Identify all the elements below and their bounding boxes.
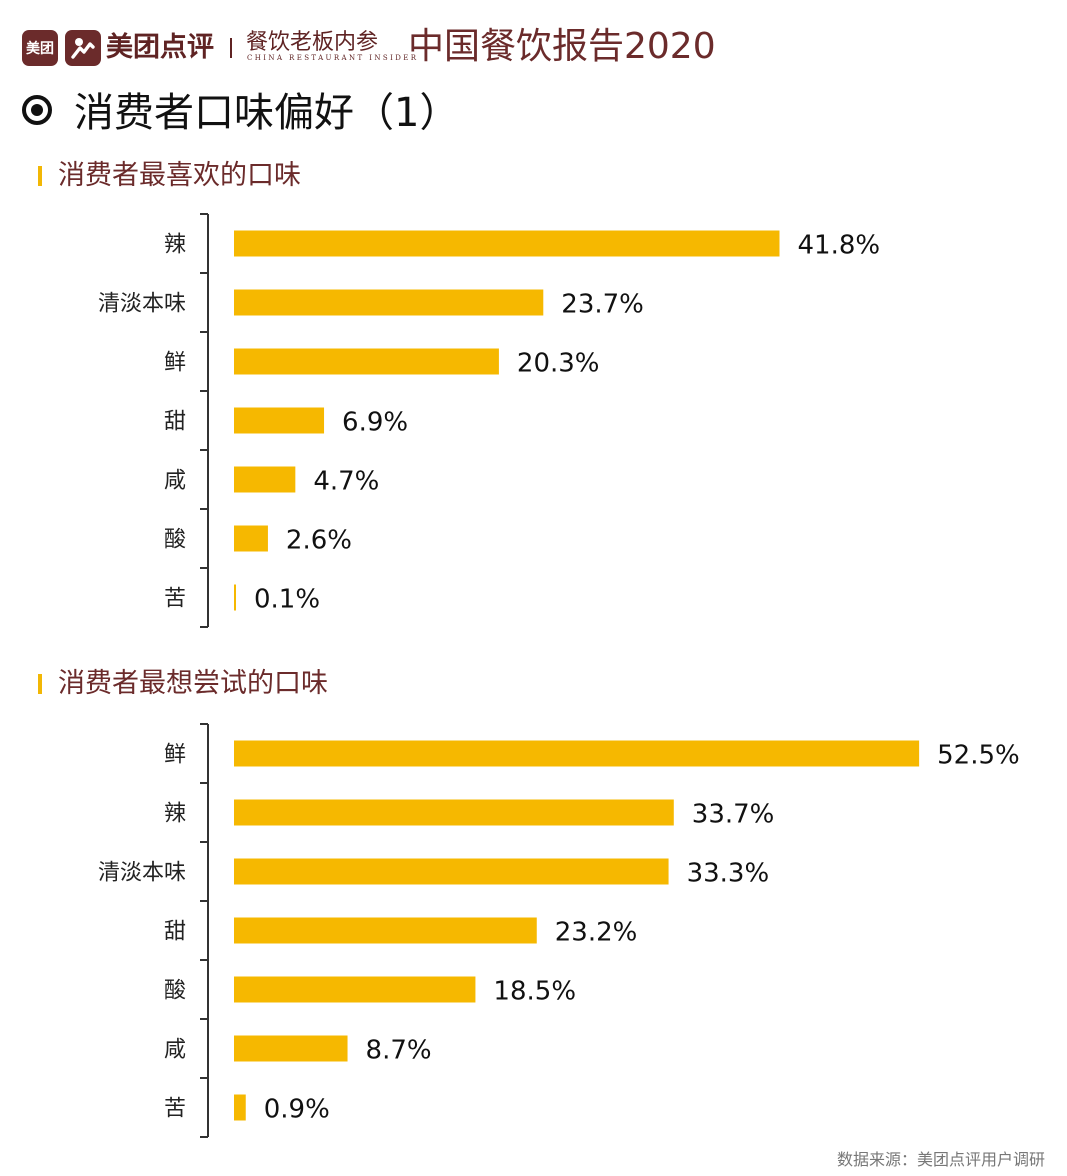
value-label: 0.9% — [264, 1095, 330, 1125]
value-label: 2.6% — [286, 526, 352, 556]
category-label: 鲜 — [164, 351, 186, 376]
category-label: 清淡本味 — [98, 861, 186, 886]
value-label: 52.5% — [937, 741, 1020, 771]
page-title-row: 消费者口味偏好（1） — [22, 90, 722, 140]
bar — [234, 230, 780, 257]
bar — [234, 407, 325, 434]
chart-try-svg: 鲜 52.5% 辣 33.7% 清淡本味 33.3% 甜 23.2% 酸 18.5% 咸 8.7% 苦 0… — [98, 723, 1020, 1138]
chart-axis-group — [200, 213, 209, 628]
value-label: 4.7% — [313, 467, 379, 497]
bar — [234, 348, 499, 375]
meituan-logo: 美团 — [22, 30, 58, 66]
category-label: 辣 — [164, 233, 186, 258]
bar — [234, 289, 544, 316]
bar — [234, 1035, 348, 1062]
section-marker — [38, 166, 42, 186]
section-title-row-favorite: 消费者最喜欢的口味 — [38, 158, 638, 194]
chart-favorite-svg: 辣 41.8% 清淡本味 23.7% 鲜 20.3% 甜 6.9% 咸 4.7% 酸 2.6% 苦 0.1… — [98, 213, 880, 628]
category-label: 鲜 — [164, 743, 186, 768]
dianping-logo-icon — [65, 30, 101, 66]
bar — [234, 584, 236, 611]
bar — [234, 740, 920, 767]
partner-subtitle: CHINA RESTAURANT INSIDER — [247, 54, 419, 62]
category-label: 咸 — [164, 1038, 186, 1063]
page-title: 消费者口味偏好（1） — [74, 90, 460, 136]
brand-divider — [230, 38, 232, 58]
bar — [234, 1094, 246, 1121]
section-title-try: 消费者最想尝试的口味 — [58, 668, 328, 699]
report-title: 中国餐饮报告2020 — [408, 26, 716, 67]
section-title-favorite: 消费者最喜欢的口味 — [58, 160, 301, 191]
section-marker — [38, 674, 42, 694]
category-label: 辣 — [164, 802, 186, 827]
meituan-logo-text: 美团 — [26, 41, 54, 57]
category-label: 苦 — [164, 587, 186, 612]
value-label: 0.1% — [254, 585, 320, 615]
category-label: 酸 — [164, 979, 186, 1004]
section-title-row-try: 消费者最想尝试的口味 — [38, 666, 638, 702]
category-label: 酸 — [164, 528, 186, 553]
chart-try-flavors: 鲜 52.5% 辣 33.7% 清淡本味 33.3% 甜 23.2% 酸 18.5% 咸 8.7% 苦 0… — [0, 723, 1067, 1138]
category-label: 甜 — [164, 920, 186, 945]
category-label: 苦 — [164, 1097, 186, 1122]
value-label: 41.8% — [797, 231, 880, 261]
radio-bullet-icon — [22, 95, 52, 125]
value-label: 6.9% — [342, 408, 408, 438]
value-label: 33.7% — [692, 800, 775, 830]
value-label: 20.3% — [517, 349, 600, 379]
bar — [234, 466, 296, 493]
value-label: 18.5% — [493, 977, 576, 1007]
category-label: 咸 — [164, 469, 186, 494]
bar — [234, 525, 268, 552]
value-label: 23.2% — [555, 918, 638, 948]
value-label: 23.7% — [561, 290, 644, 320]
chart-axis-group — [200, 723, 209, 1138]
partner-logo: 餐饮老板内参 CHINA RESTAURANT INSIDER — [246, 24, 416, 68]
chart-favorite-flavors: 辣 41.8% 清淡本味 23.7% 鲜 20.3% 甜 6.9% 咸 4.7% 酸 2.6% 苦 0.1… — [0, 213, 1067, 628]
bar — [234, 799, 674, 826]
category-label: 清淡本味 — [98, 292, 186, 317]
category-label: 甜 — [164, 410, 186, 435]
report-header: 美团 美团点评 餐饮老板内参 CHINA RESTAURANT INSIDER … — [22, 22, 1042, 68]
bar — [234, 976, 476, 1003]
value-label: 8.7% — [366, 1036, 432, 1066]
bar — [234, 917, 537, 944]
value-label: 33.3% — [687, 859, 770, 889]
data-source-note: 数据来源：美团点评用户调研 — [836, 1150, 1045, 1169]
bar — [234, 858, 669, 885]
partner-name: 餐饮老板内参 — [246, 30, 379, 55]
brand-name: 美团点评 — [106, 32, 214, 63]
